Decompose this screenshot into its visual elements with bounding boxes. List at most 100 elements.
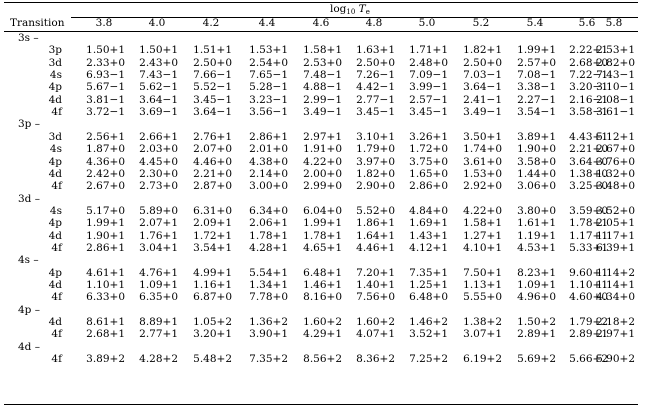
- temperature-span-label: log10 Te: [330, 3, 370, 16]
- table-cell: 4.61+1: [86, 266, 125, 279]
- table-cell: 8.56+2: [303, 353, 342, 366]
- table-cell: 7.08−1: [517, 69, 556, 82]
- table-cell: 2.07+1: [139, 217, 178, 230]
- transition-label: 4f: [51, 106, 62, 119]
- table-cell: 2.92+0: [463, 180, 502, 193]
- table-cell: 1.64+1: [356, 229, 395, 242]
- table-cell: 5.55+0: [463, 291, 502, 304]
- table-cell: 3.49−1: [303, 106, 342, 119]
- table-cell: 2.77+1: [139, 328, 178, 341]
- temperature-column-header: 5.8: [605, 17, 623, 29]
- table-cell: 3.20−1: [569, 81, 608, 94]
- table-cell: 1.46+1: [303, 279, 342, 291]
- table-cell: 6.93−1: [86, 69, 125, 82]
- table-cell: 8.61+1: [86, 316, 125, 329]
- table-cell: 2.53+1: [596, 44, 635, 57]
- temperature-column-header: 4.4: [258, 17, 276, 29]
- table-cell: 7.78+0: [249, 291, 288, 304]
- table-cell: 2.67+0: [596, 143, 635, 156]
- table-cell: 4.53+1: [517, 241, 556, 254]
- table-cell: 1.82+0: [356, 167, 395, 180]
- table-cell: 4.22+0: [463, 204, 502, 217]
- table-cell: 2.00+0: [303, 167, 342, 180]
- transition-label: 4f: [51, 328, 62, 341]
- table-cell: 1.17+1: [596, 229, 635, 242]
- table-cell: 3.06+0: [517, 180, 556, 193]
- table-cell: 1.91+0: [303, 143, 342, 156]
- temperature-column-header: 4.8: [365, 17, 383, 29]
- table-cell: 8.36+2: [356, 353, 395, 366]
- table-cell: 7.20+1: [356, 266, 395, 279]
- transition-label: 4d: [48, 229, 62, 242]
- table-cell: 3.45−1: [409, 106, 448, 119]
- table-cell: 6.87+0: [193, 291, 232, 304]
- table-cell: 1.99+1: [86, 217, 125, 230]
- table-cell: 2.43+0: [139, 56, 178, 69]
- table-cell: 1.60+2: [356, 316, 395, 329]
- table-cell: 3.64−1: [463, 81, 502, 94]
- table-cell: 1.25+1: [409, 279, 448, 291]
- transition-label: 3d: [48, 130, 62, 143]
- transition-label: 3p: [48, 44, 62, 57]
- temperature-column-header: 4.0: [148, 17, 166, 29]
- table-cell: 8.23+1: [517, 266, 556, 279]
- table-cell: 2.97+1: [303, 130, 342, 143]
- table-cell: 9.60+1: [569, 266, 608, 279]
- table-cell: 2.06+1: [249, 217, 288, 230]
- table-cell: 2.50+0: [193, 56, 232, 69]
- table-cell: 7.66−1: [193, 69, 232, 82]
- transition-label: 3d: [48, 56, 62, 69]
- table-cell: 7.43−1: [596, 69, 635, 82]
- table-cell: 2.07+0: [193, 143, 232, 156]
- table-cell: 3.56−1: [249, 106, 288, 119]
- temperature-column-header: 5.6: [578, 17, 596, 29]
- table-cell: 5.52−1: [193, 81, 232, 94]
- table-cell: 4.60+0: [569, 291, 608, 304]
- table-cell: 3.72−1: [86, 106, 125, 119]
- table-cell: 3.25+0: [569, 180, 608, 193]
- temperature-column-header: 5.2: [472, 17, 490, 29]
- table-cell: 4.38+0: [249, 155, 288, 168]
- table-cell: 2.68+1: [86, 328, 125, 341]
- table-cell: 2.21+0: [569, 143, 608, 156]
- table-cell: 1.79+0: [356, 143, 395, 156]
- table-cell: 3.64−1: [139, 93, 178, 106]
- temperature-column-header: 5.4: [526, 17, 544, 29]
- table-cell: 7.26−1: [356, 69, 395, 82]
- table-cell: 1.40+1: [356, 279, 395, 291]
- group-label: 3s –: [18, 32, 39, 44]
- table-cell: 1.78+1: [249, 229, 288, 242]
- table-cell: 2.66+1: [139, 130, 178, 143]
- table-cell: 3.20+1: [193, 328, 232, 341]
- table-cell: 3.59+0: [569, 204, 608, 217]
- table-cell: 5.48+2: [193, 353, 232, 366]
- table-cell: 4.07+1: [356, 328, 395, 341]
- table-cell: 3.52+1: [409, 328, 448, 341]
- table-cell: 3.64+0: [569, 155, 608, 168]
- group-label: 4d –: [18, 340, 40, 353]
- table-cell: 4.22+0: [303, 155, 342, 168]
- table-cell: 3.58−1: [569, 106, 608, 119]
- table-cell: 6.31+0: [193, 204, 232, 217]
- table-cell: 2.77−1: [356, 93, 395, 106]
- table-cell: 3.58+0: [517, 155, 556, 168]
- table-cell: 5.67−1: [86, 81, 125, 94]
- temperature-column-header: 4.2: [202, 17, 220, 29]
- table-cell: 7.65−1: [249, 69, 288, 82]
- table-cell: 3.64−1: [193, 106, 232, 119]
- table-cell: 3.26+1: [409, 130, 448, 143]
- table-cell: 1.53+0: [463, 167, 502, 180]
- table-cell: 4.28+2: [139, 353, 178, 366]
- table-cell: 5.54+1: [249, 266, 288, 279]
- table-cell: 2.41−1: [463, 93, 502, 106]
- transition-label: 4f: [51, 353, 62, 366]
- table-cell: 3.10+1: [356, 130, 395, 143]
- table-cell: 1.61+1: [517, 217, 556, 230]
- table-cell: 1.99+1: [517, 44, 556, 57]
- transition-label: 4d: [48, 167, 62, 180]
- table-cell: 2.99+0: [303, 180, 342, 193]
- transition-label: 4s: [49, 69, 62, 82]
- table-cell: 3.81−1: [86, 93, 125, 106]
- table-cell: 2.18+2: [596, 316, 635, 329]
- table-cell: 1.53+1: [249, 44, 288, 57]
